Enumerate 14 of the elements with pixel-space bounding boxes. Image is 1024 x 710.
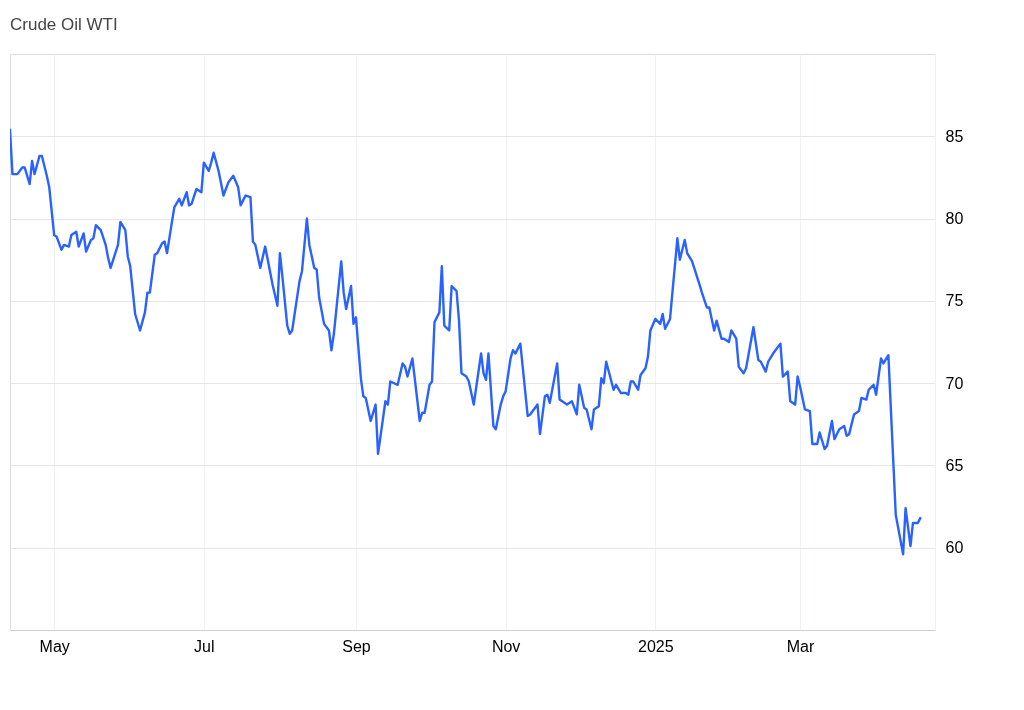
x-tick-label: Mar	[786, 637, 815, 655]
y-tick-label: 80	[945, 210, 964, 228]
y-tick-label: 70	[945, 374, 964, 392]
x-tick-label: Jul	[194, 637, 215, 655]
x-tick-label: May	[39, 637, 70, 655]
x-tick-label: Nov	[491, 637, 521, 655]
y-tick-label: 85	[945, 127, 964, 145]
y-tick-label: 75	[945, 292, 964, 310]
line-series	[10, 128, 922, 556]
chart-title: Crude Oil WTI	[10, 15, 118, 34]
y-tick-label: 60	[945, 539, 964, 557]
x-tick-label: 2025	[637, 637, 674, 655]
y-tick-label: 65	[945, 456, 964, 474]
x-tick-label: Sep	[342, 637, 371, 655]
